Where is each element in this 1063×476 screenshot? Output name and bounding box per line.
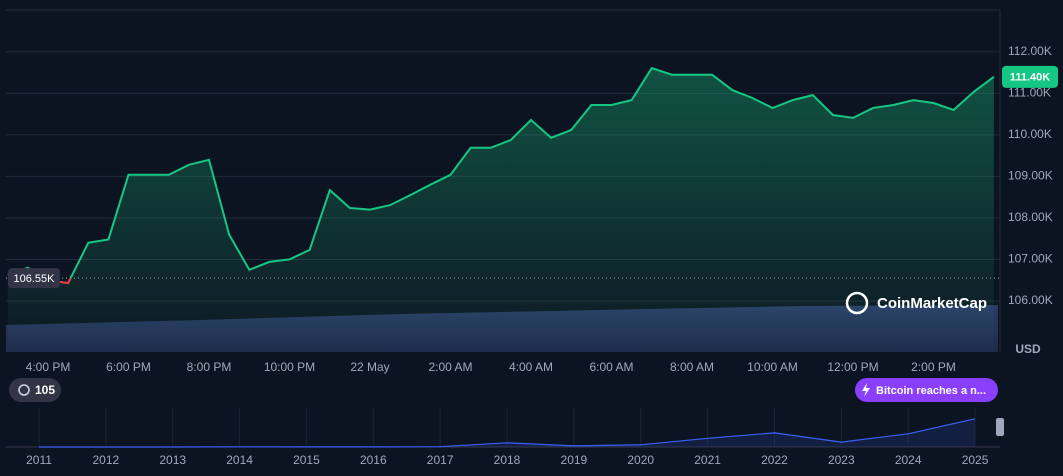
x-tick-label: 2013 xyxy=(159,453,186,467)
news-icon xyxy=(862,383,870,397)
x-tick-label: 2011 xyxy=(26,453,52,467)
y-tick-label: 109.00K xyxy=(1008,169,1053,183)
x-tick-label: 6:00 AM xyxy=(589,360,633,374)
news-text: Bitcoin reaches a n... xyxy=(876,385,986,397)
x-tick-label: 2021 xyxy=(694,453,721,467)
badge-count: 105 xyxy=(35,383,55,397)
x-tick-label: 6:00 PM xyxy=(106,360,151,374)
reference-box xyxy=(8,268,60,289)
y-tick-label: 108.00K xyxy=(1008,210,1053,224)
x-tick-label: 2016 xyxy=(360,453,387,467)
navigator-line xyxy=(39,418,976,448)
x-tick-label: 10:00 PM xyxy=(264,360,315,374)
brand: CoinMarketCap xyxy=(845,291,987,315)
x-tick-label: 2012 xyxy=(93,453,120,467)
last-price-box xyxy=(1002,65,1058,88)
area xyxy=(7,68,994,352)
x-tick-label: 2022 xyxy=(761,453,788,467)
y-tick-label: 110.00K xyxy=(1008,127,1052,141)
history-badge[interactable]: 105 xyxy=(9,378,61,402)
x-tick-label: 8:00 AM xyxy=(670,360,714,374)
y-axis-label: USD xyxy=(1015,342,1041,356)
last-price-label: 111.40K xyxy=(1010,72,1050,84)
brand-logo xyxy=(845,291,869,315)
navigator-handle[interactable] xyxy=(996,418,1004,436)
x-tick-label: 2023 xyxy=(828,453,855,467)
x-tick-label: 2025 xyxy=(962,453,989,467)
x-tick-label: 2:00 AM xyxy=(428,360,472,374)
x-tick-label: 4:00 PM xyxy=(26,360,71,374)
price-line xyxy=(7,66,995,285)
x-tick-label: 2015 xyxy=(293,453,320,467)
x-tick-label: 4:00 AM xyxy=(509,360,553,374)
y-tick-label: 106.00K xyxy=(1008,293,1053,307)
x-tick-label: 2024 xyxy=(895,453,922,467)
x-tick-label: 2019 xyxy=(561,453,588,467)
reference-label: 106.55K xyxy=(14,273,56,285)
badge-icon xyxy=(18,384,30,396)
badge-bg xyxy=(9,378,61,402)
x-tick-label: 2018 xyxy=(494,453,521,467)
navigator-area xyxy=(39,418,976,447)
x-tick-label: 2014 xyxy=(226,453,253,467)
x-tick-label: 12:00 PM xyxy=(827,360,878,374)
y-tick-label: 112.00K xyxy=(1008,44,1052,58)
x-tick-label: 2020 xyxy=(627,453,654,467)
x-tick-label: 8:00 PM xyxy=(187,360,232,374)
x-tick-label: 2017 xyxy=(427,453,454,467)
y-tick-label: 107.00K xyxy=(1008,252,1053,266)
y-tick-label: 111.00K xyxy=(1008,86,1051,100)
x-tick-label: 22 May xyxy=(350,360,389,374)
news-bg xyxy=(855,378,998,402)
x-tick-label: 2:00 PM xyxy=(911,360,956,374)
main-plot: 106.00K 107.00K 108.00K 109.00K 110.00K 111.0… xyxy=(6,44,1058,374)
x-tick-label: 10:00 AM xyxy=(747,360,798,374)
brand-name: CoinMarketCap xyxy=(877,295,987,312)
navigator: 2011 2012 2013 2014 2015 2016 2017 2018 2019 2020… xyxy=(6,408,1000,467)
news-badge[interactable]: Bitcoin reaches a n... xyxy=(855,378,998,402)
